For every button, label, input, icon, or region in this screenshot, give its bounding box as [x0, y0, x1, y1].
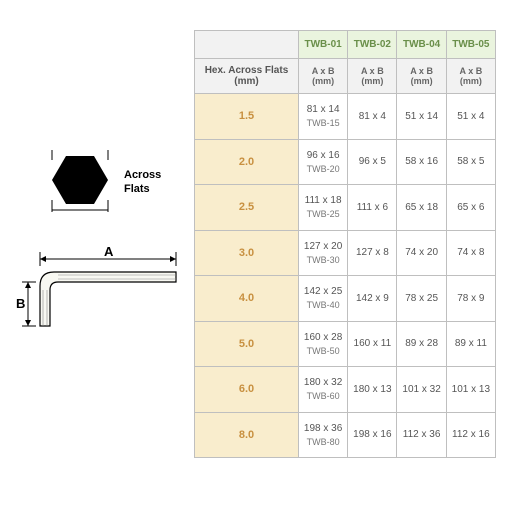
- data-cell: 78 x 25: [397, 276, 446, 322]
- data-cell: 65 x 18: [397, 185, 446, 231]
- sub-header-0: A x B (mm): [298, 59, 347, 94]
- data-cell: 127 x 20TWB-30: [298, 230, 347, 276]
- sub-header-3: A x B (mm): [446, 59, 495, 94]
- data-cell: 81 x 4: [348, 94, 397, 140]
- data-cell: 111 x 6: [348, 185, 397, 231]
- table-row: 4.0142 x 25TWB-40142 x 978 x 2578 x 9: [195, 276, 496, 322]
- data-cell: 142 x 25TWB-40: [298, 276, 347, 322]
- col-header-1: TWB-02: [348, 31, 397, 59]
- table-row: 6.0180 x 32TWB-60180 x 13101 x 32101 x 1…: [195, 367, 496, 413]
- data-cell: 101 x 13: [446, 367, 495, 413]
- data-cell: 198 x 16: [348, 412, 397, 458]
- data-cell: 160 x 11: [348, 321, 397, 367]
- header-row-1: TWB-01 TWB-02 TWB-04 TWB-05: [195, 31, 496, 59]
- data-cell: 58 x 5: [446, 139, 495, 185]
- table-row: 3.0127 x 20TWB-30127 x 874 x 2074 x 8: [195, 230, 496, 276]
- data-cell: 74 x 20: [397, 230, 446, 276]
- across-flats-label-1: Across: [124, 169, 161, 181]
- size-cell: 4.0: [195, 276, 299, 322]
- row-header-label: Hex. Across Flats (mm): [195, 59, 299, 94]
- corner-cell: [195, 31, 299, 59]
- data-cell: 89 x 28: [397, 321, 446, 367]
- col-header-0: TWB-01: [298, 31, 347, 59]
- sub-header-2: A x B (mm): [397, 59, 446, 94]
- data-cell: 180 x 32TWB-60: [298, 367, 347, 413]
- table-body: 1.581 x 14TWB-1581 x 451 x 1451 x 42.096…: [195, 94, 496, 458]
- size-cell: 8.0: [195, 412, 299, 458]
- data-cell: 81 x 14TWB-15: [298, 94, 347, 140]
- data-cell: 51 x 4: [446, 94, 495, 140]
- data-cell: 96 x 16TWB-20: [298, 139, 347, 185]
- data-cell: 51 x 14: [397, 94, 446, 140]
- data-cell: 58 x 16: [397, 139, 446, 185]
- size-cell: 2.0: [195, 139, 299, 185]
- data-cell: 78 x 9: [446, 276, 495, 322]
- table-row: 2.096 x 16TWB-2096 x 558 x 1658 x 5: [195, 139, 496, 185]
- size-cell: 3.0: [195, 230, 299, 276]
- header-row-2: Hex. Across Flats (mm) A x B (mm) A x B …: [195, 59, 496, 94]
- data-cell: 65 x 6: [446, 185, 495, 231]
- size-cell: 2.5: [195, 185, 299, 231]
- table-row: 8.0198 x 36TWB-80198 x 16112 x 36112 x 1…: [195, 412, 496, 458]
- dim-b-label: B: [16, 296, 25, 311]
- hex-key-diagram: Across Flats A: [14, 142, 188, 372]
- spec-table: TWB-01 TWB-02 TWB-04 TWB-05 Hex. Across …: [194, 30, 496, 458]
- dim-a-label: A: [104, 244, 114, 259]
- sub-header-1: A x B (mm): [348, 59, 397, 94]
- table-row: 1.581 x 14TWB-1581 x 451 x 1451 x 4: [195, 94, 496, 140]
- main-container: Across Flats A: [0, 0, 510, 488]
- size-cell: 1.5: [195, 94, 299, 140]
- data-cell: 160 x 28TWB-50: [298, 321, 347, 367]
- size-cell: 5.0: [195, 321, 299, 367]
- table-row: 2.5111 x 18TWB-25111 x 665 x 1865 x 6: [195, 185, 496, 231]
- data-cell: 89 x 11: [446, 321, 495, 367]
- data-cell: 180 x 13: [348, 367, 397, 413]
- table-row: 5.0160 x 28TWB-50160 x 1189 x 2889 x 11: [195, 321, 496, 367]
- data-cell: 101 x 32: [397, 367, 446, 413]
- size-cell: 6.0: [195, 367, 299, 413]
- data-cell: 142 x 9: [348, 276, 397, 322]
- diagram-area: Across Flats A: [14, 112, 188, 377]
- data-cell: 111 x 18TWB-25: [298, 185, 347, 231]
- across-flats-label-2: Flats: [124, 183, 150, 195]
- data-cell: 198 x 36TWB-80: [298, 412, 347, 458]
- table-area: TWB-01 TWB-02 TWB-04 TWB-05 Hex. Across …: [194, 30, 496, 458]
- data-cell: 112 x 16: [446, 412, 495, 458]
- data-cell: 96 x 5: [348, 139, 397, 185]
- col-header-2: TWB-04: [397, 31, 446, 59]
- data-cell: 74 x 8: [446, 230, 495, 276]
- col-header-3: TWB-05: [446, 31, 495, 59]
- data-cell: 127 x 8: [348, 230, 397, 276]
- data-cell: 112 x 36: [397, 412, 446, 458]
